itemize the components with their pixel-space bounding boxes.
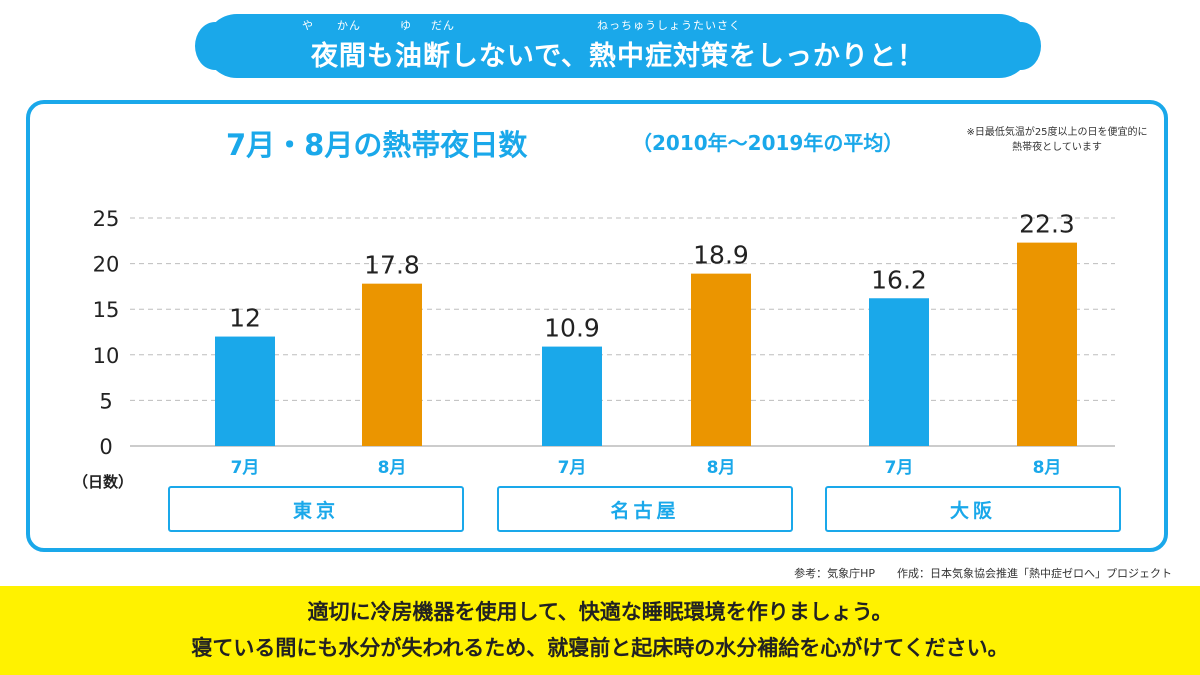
bar bbox=[869, 298, 929, 446]
y-tick-label: 20 bbox=[93, 253, 120, 277]
x-tick-label: 8月 bbox=[378, 458, 407, 478]
chart-note: ※日最低気温が25度以上の日を便宜的に熱帯夜としています bbox=[966, 127, 1148, 153]
y-tick-label: 5 bbox=[99, 389, 112, 413]
group-label-nagoya: 名古屋 bbox=[497, 486, 793, 532]
bar bbox=[362, 283, 422, 446]
headline-ruby: や かん ゆ だん ねっちゅうしょうたいさく bbox=[205, 17, 1031, 33]
y-tick-label: 25 bbox=[93, 207, 120, 231]
x-tick-label: 7月 bbox=[231, 458, 260, 478]
bar-value-label: 22.3 bbox=[1019, 210, 1075, 239]
footer-banner: 適切に冷房機器を使用して、快適な睡眠環境を作りましょう。 寝ている間にも水分が失… bbox=[0, 586, 1200, 675]
y-axis-unit-label: （日数） bbox=[73, 473, 133, 491]
source-credit: 参考：気象庁HP 作成：日本気象協会推進「熱中症ゼロへ」プロジェクト bbox=[794, 567, 1172, 580]
footer-line-2: 寝ている間にも水分が失われるため、就寝前と起床時の水分補給を心がけてください。 bbox=[191, 636, 1009, 660]
headline: 夜間も油断しないで、熱中症対策をしっかりと！ bbox=[310, 41, 926, 72]
y-tick-label: 0 bbox=[99, 435, 112, 459]
bar-value-label: 18.9 bbox=[693, 241, 749, 270]
y-tick-label: 10 bbox=[93, 344, 120, 368]
ruby-kan: かん bbox=[337, 19, 361, 32]
bar bbox=[691, 273, 751, 446]
bar-chart: 0 5 10 15 20 25 （日数） 12 7月 17.8 8月 10.9 7月 18.9 8月 16.2… bbox=[73, 207, 1115, 491]
x-tick-label: 7月 bbox=[885, 458, 914, 478]
bar bbox=[215, 336, 275, 446]
bar bbox=[542, 346, 602, 446]
bar-value-label: 16.2 bbox=[871, 265, 927, 294]
group-label-osaka: 大阪 bbox=[825, 486, 1121, 532]
group-label-tokyo: 東京 bbox=[168, 486, 464, 532]
x-tick-label: 7月 bbox=[558, 458, 587, 478]
x-tick-label: 8月 bbox=[707, 458, 736, 478]
bar-value-label: 17.8 bbox=[364, 251, 420, 280]
bar bbox=[1017, 242, 1077, 446]
bar-value-label: 12 bbox=[229, 304, 261, 333]
chart-title: 7月・8月の熱帯夜日数 bbox=[226, 128, 528, 162]
ruby-ya: や bbox=[302, 19, 314, 32]
chart-subtitle: （2010年～2019年の平均） bbox=[632, 131, 904, 155]
footer-line-1: 適切に冷房機器を使用して、快適な睡眠環境を作りましょう。 bbox=[307, 600, 893, 624]
bar-value-label: 10.9 bbox=[544, 314, 600, 343]
ruby-dan: だん bbox=[431, 19, 455, 32]
ruby-necchushotaisaku: ねっちゅうしょうたいさく bbox=[597, 19, 741, 32]
y-tick-label: 15 bbox=[93, 298, 120, 322]
x-tick-label: 8月 bbox=[1033, 458, 1062, 478]
ruby-yu: ゆ bbox=[400, 19, 412, 32]
chart-panel bbox=[26, 100, 1168, 552]
headline-banner bbox=[195, 14, 1041, 78]
